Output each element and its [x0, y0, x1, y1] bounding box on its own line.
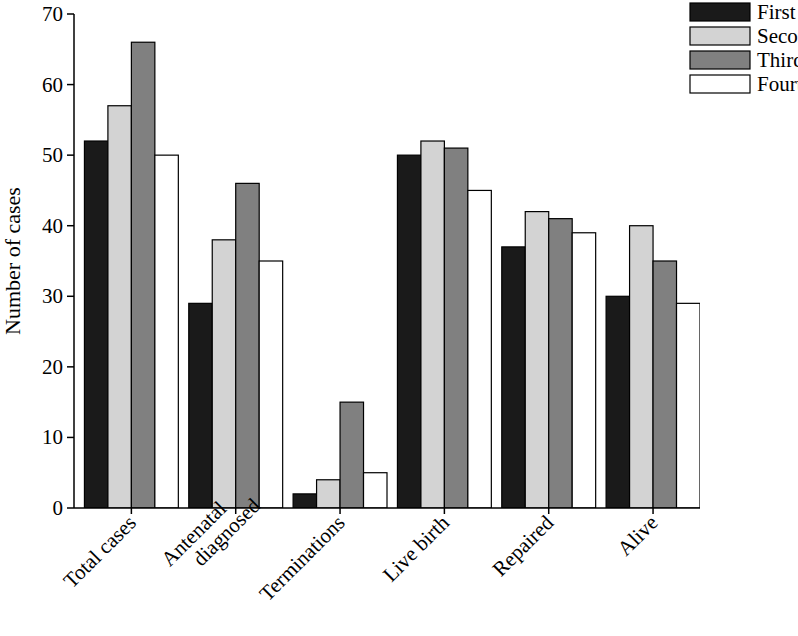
bar [421, 141, 444, 508]
y-tick-label: 10 [42, 425, 63, 449]
x-tick-label: Total cases [59, 511, 141, 593]
bar [502, 247, 525, 508]
y-tick-label: 20 [42, 355, 63, 379]
legend-label: Third [757, 48, 798, 72]
bar [259, 261, 282, 508]
bar [293, 494, 316, 508]
bar [549, 219, 572, 508]
x-tick [131, 508, 133, 514]
y-tick-label: 40 [42, 214, 63, 238]
bar [189, 303, 212, 508]
x-tick [652, 508, 654, 514]
x-tick [444, 508, 446, 514]
x-axis [74, 507, 700, 509]
bars [84, 42, 700, 508]
x-tick-label: Terminations [254, 511, 349, 606]
y-tick-label: 70 [42, 2, 63, 26]
bar [606, 296, 629, 508]
y-tick [67, 225, 74, 227]
chart-svg: Total casesAntenataldiagnosedTermination… [0, 0, 798, 636]
bar [653, 261, 676, 508]
bar [317, 480, 340, 508]
bar [236, 183, 259, 508]
legend-label: Fourth [757, 72, 798, 96]
y-tick [67, 296, 74, 298]
chart-container: Total casesAntenataldiagnosedTermination… [0, 0, 798, 636]
bar [155, 155, 178, 508]
y-axis-label: Number of cases [0, 187, 25, 335]
y-tick-label: 60 [42, 73, 63, 97]
y-axis [73, 14, 75, 508]
legend-swatch [690, 51, 750, 69]
legend: FirstSecondThirdFourth [690, 0, 798, 96]
bar [397, 155, 420, 508]
bar [131, 42, 154, 508]
bar [525, 212, 548, 508]
bar [677, 303, 700, 508]
bar [364, 473, 387, 508]
bar [340, 402, 363, 508]
y-tick [67, 13, 74, 15]
legend-swatch [690, 75, 750, 93]
bar [84, 141, 107, 508]
label-line: diagnosed [188, 493, 266, 571]
bar [108, 106, 131, 508]
x-tick-label: Live birth [378, 510, 454, 586]
bar [468, 190, 491, 508]
legend-swatch [690, 27, 750, 45]
x-tick-label: Repaired [488, 510, 559, 581]
y-tick [67, 84, 74, 86]
legend-label: First [757, 0, 796, 24]
x-tick [548, 508, 550, 514]
bar [444, 148, 467, 508]
y-tick-label: 50 [42, 143, 63, 167]
x-tick [339, 508, 341, 514]
x-tick-label: Antenataldiagnosed [156, 478, 265, 587]
y-tick [67, 437, 74, 439]
legend-swatch [690, 3, 750, 21]
x-tick-label: Alive [613, 511, 663, 561]
bar [572, 233, 595, 508]
y-tick [67, 507, 74, 509]
bar [212, 240, 235, 508]
y-tick [67, 154, 74, 156]
legend-label: Second [757, 24, 798, 48]
y-tick-label: 0 [53, 496, 64, 520]
y-tick [67, 366, 74, 368]
y-tick-label: 30 [42, 284, 63, 308]
bar [630, 226, 653, 508]
